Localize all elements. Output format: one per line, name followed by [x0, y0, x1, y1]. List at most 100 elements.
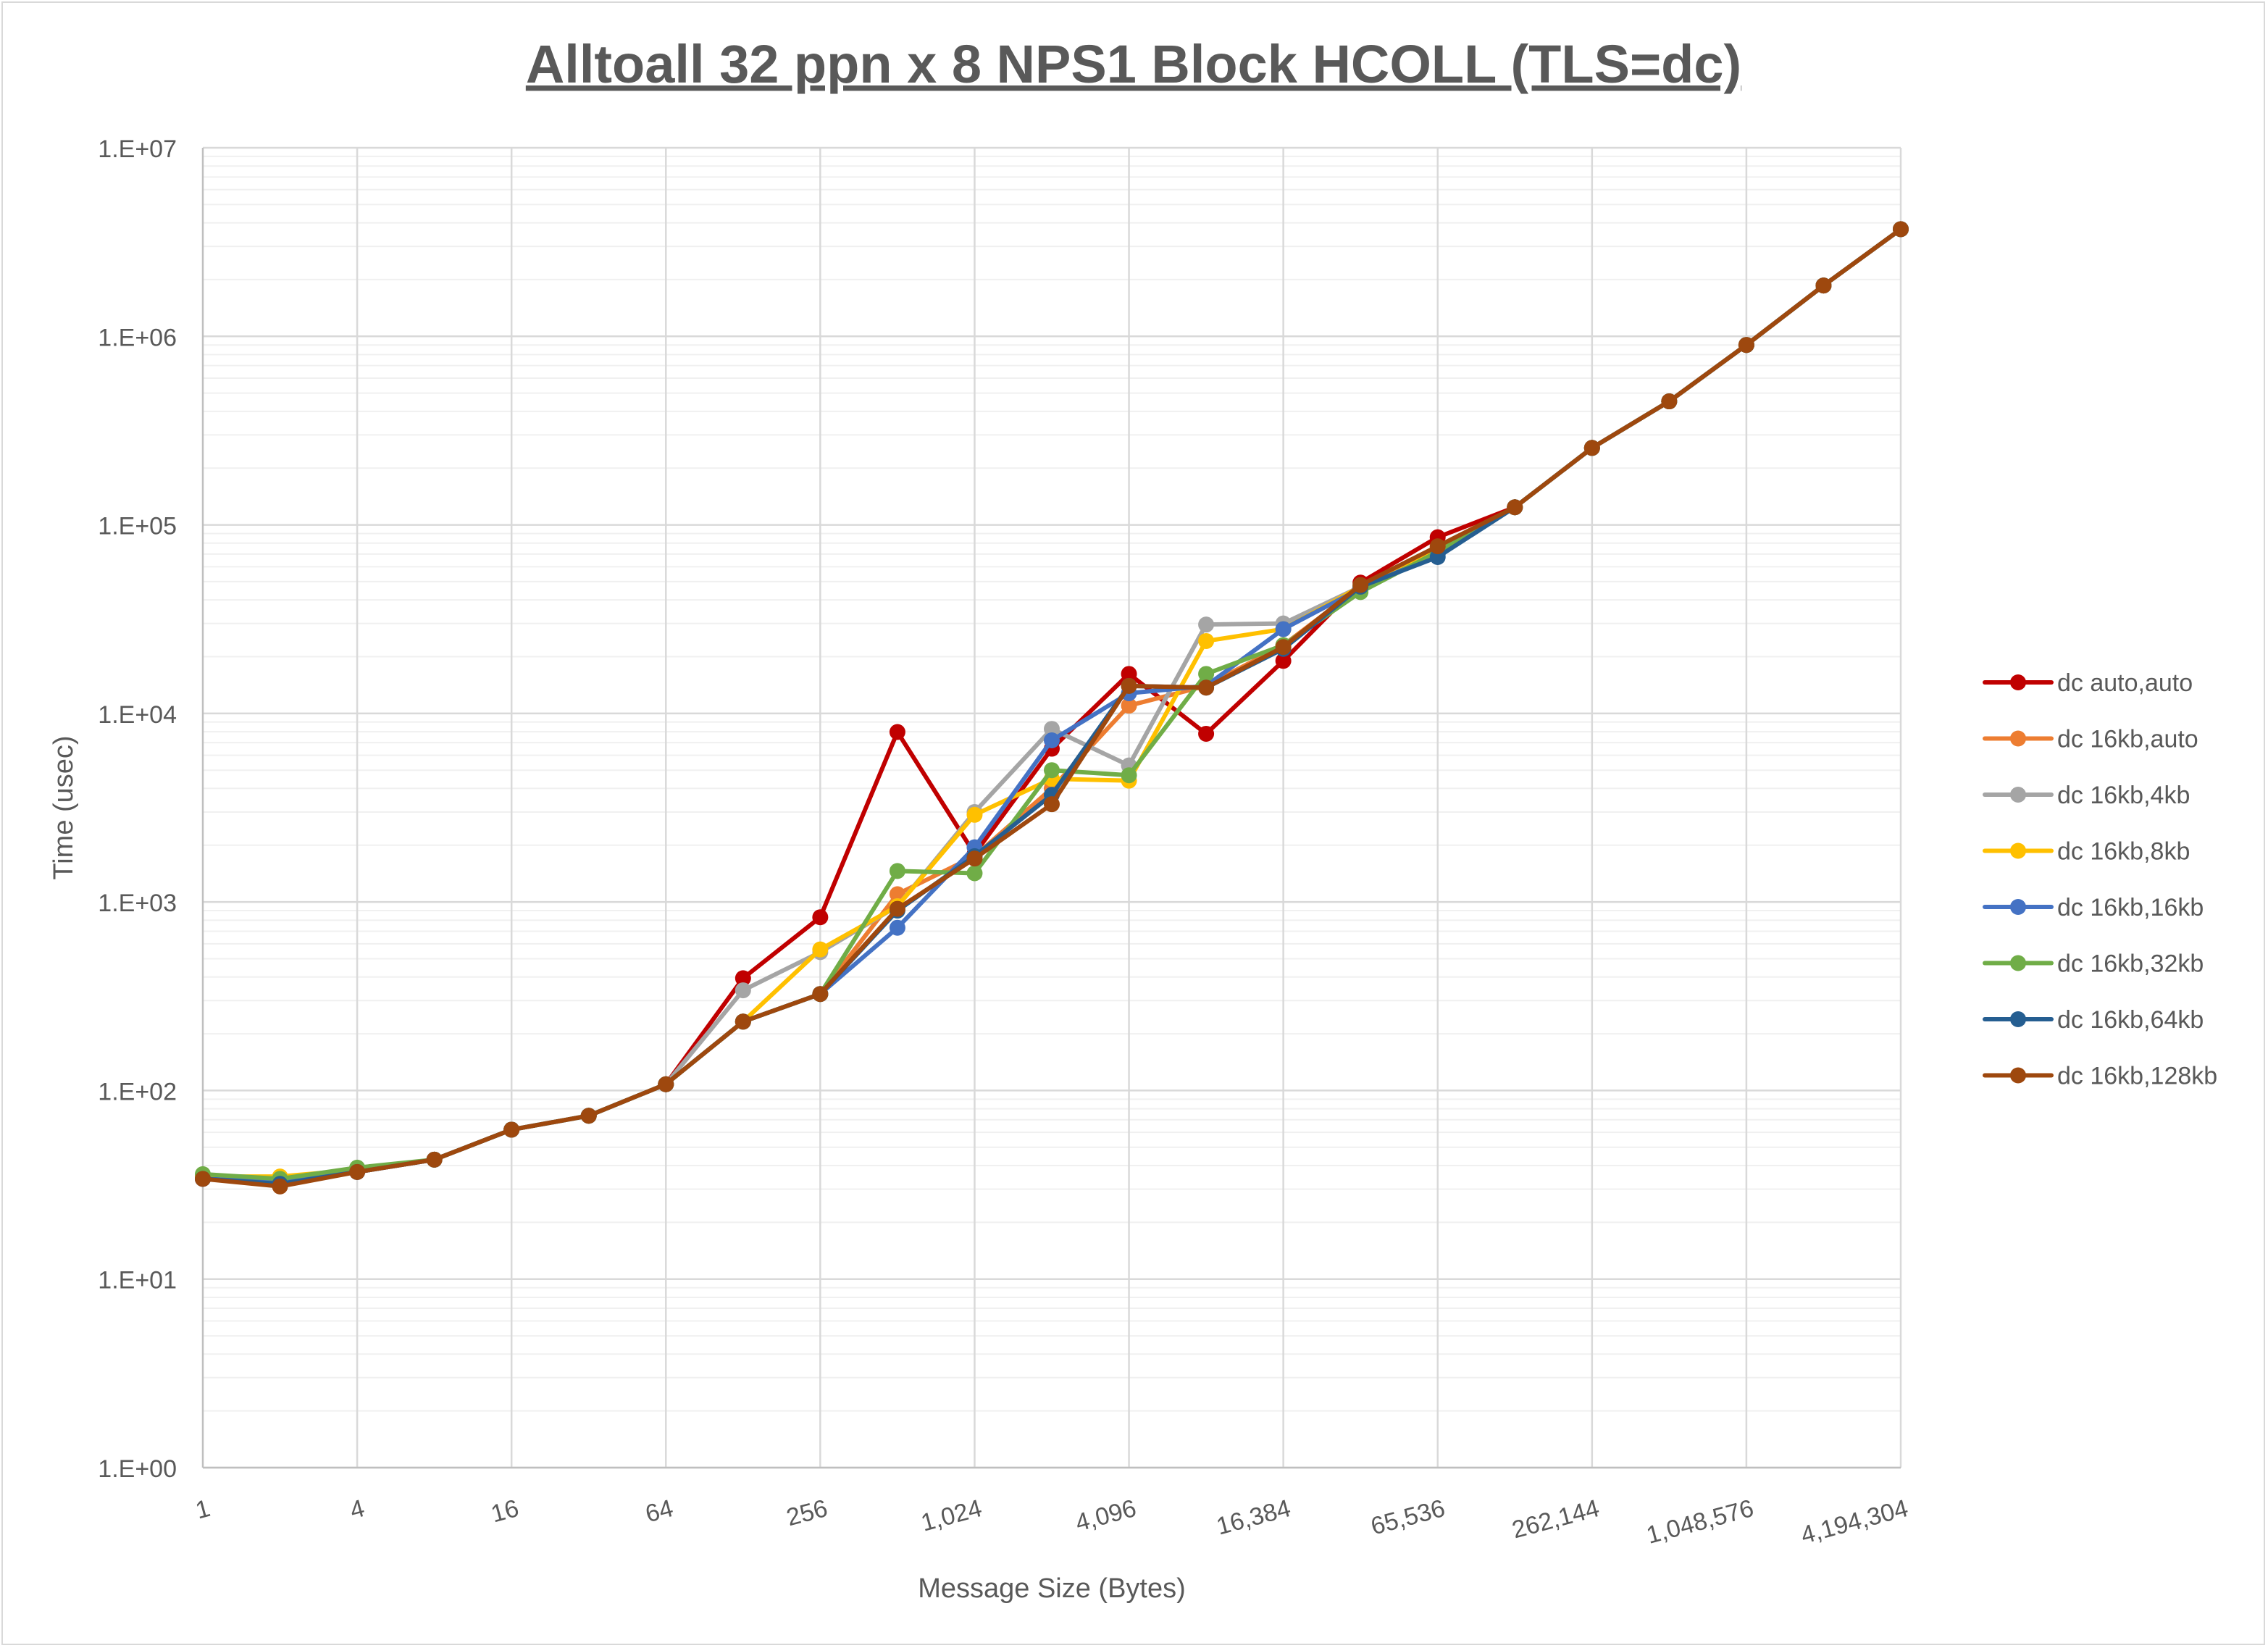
y-tick-label: 1.E+05 [98, 513, 177, 540]
y-tick-label: 1.E+02 [98, 1078, 177, 1105]
series-line [202, 227, 1902, 1187]
x-tick-label: 65,536 [1368, 1494, 1448, 1541]
series-line [202, 227, 1902, 1184]
x-tick-label: 16,384 [1213, 1494, 1293, 1541]
y-axis-label: Time (usec) [49, 735, 79, 879]
x-tick-label: 1,048,576 [1644, 1494, 1757, 1549]
series-dc-16kb-16kb [195, 221, 1909, 1189]
legend-swatch-marker [2010, 787, 2026, 803]
data-point [1044, 796, 1060, 813]
series-dc-16kb-64kb [195, 221, 1909, 1192]
data-point [966, 850, 983, 867]
legend-item: dc 16kb,64kb [1983, 1006, 2204, 1034]
legend-swatch-marker [2010, 1011, 2026, 1027]
legend-label: dc 16kb,16kb [2057, 894, 2204, 921]
legend: dc auto,auto dc 16kb,auto dc 16kb,4kb dc 16… [1983, 669, 2217, 1090]
series-line [202, 227, 1902, 1184]
data-point [812, 909, 829, 926]
series-dc-16kb-128kb [195, 221, 1909, 1195]
series-line [202, 227, 1902, 1184]
data-point [735, 970, 751, 987]
legend-item: dc 16kb,16kb [1983, 894, 2204, 921]
legend-swatch-marker [2010, 674, 2026, 690]
data-point [1583, 440, 1600, 456]
data-point [1121, 666, 1137, 682]
x-tick-label: 4 [347, 1494, 367, 1525]
data-point [1044, 762, 1060, 779]
data-point [889, 724, 905, 740]
data-point [1121, 698, 1137, 714]
legend-swatch-marker [2010, 955, 2026, 971]
y-tick-label: 1.E+04 [98, 701, 177, 729]
x-tick-label: 4,096 [1073, 1494, 1139, 1537]
data-point [1198, 679, 1215, 696]
series-dc-16kb-4kb [195, 221, 1909, 1189]
data-point [1198, 632, 1215, 649]
series-line [202, 227, 1902, 1184]
legend-label: dc 16kb,8kb [2057, 838, 2190, 866]
x-tick-label: 4,194,304 [1798, 1494, 1911, 1549]
data-point [966, 865, 983, 882]
legend-label: dc 16kb,auto [2057, 726, 2198, 753]
data-point [1198, 725, 1215, 742]
legend-label: dc 16kb,32kb [2057, 950, 2204, 978]
legend-label: dc 16kb,128kb [2057, 1063, 2217, 1090]
x-tick-label: 262,144 [1509, 1494, 1602, 1544]
data-point [735, 982, 751, 999]
data-point [349, 1163, 366, 1180]
data-point [1352, 577, 1369, 593]
data-point [195, 1171, 211, 1187]
legend-item: dc 16kb,32kb [1983, 950, 2204, 978]
series-dc-auto-auto [195, 221, 1909, 1189]
gridlines [203, 146, 1902, 1469]
x-tick-label: 1 [193, 1494, 213, 1525]
data-point [1044, 721, 1060, 737]
data-point [1198, 616, 1215, 633]
series-line [202, 227, 1902, 1189]
data-point [1121, 767, 1137, 784]
data-point [1893, 221, 1909, 238]
y-tick-label: 1.E+06 [98, 324, 177, 351]
legend-label: dc 16kb,4kb [2057, 782, 2190, 809]
data-point [889, 863, 905, 879]
data-point [812, 941, 829, 958]
legend-label: dc auto,auto [2057, 669, 2193, 697]
series-dc-16kb-auto [195, 221, 1909, 1189]
legend-swatch-marker [2010, 899, 2026, 915]
data-point [812, 986, 829, 1003]
data-point [1815, 277, 1832, 294]
data-point [889, 900, 905, 917]
legend-label: dc 16kb,64kb [2057, 1006, 2204, 1034]
data-point [966, 806, 983, 823]
legend-item: dc 16kb,8kb [1983, 838, 2190, 866]
data-point [735, 1013, 751, 1030]
data-point [889, 919, 905, 936]
legend-item: dc 16kb,4kb [1983, 782, 2190, 809]
legend-item: dc auto,auto [1983, 669, 2193, 697]
x-tick-label: 64 [643, 1494, 676, 1528]
data-point [1429, 538, 1446, 555]
data-point [1507, 499, 1523, 516]
legend-item: dc 16kb,128kb [1983, 1063, 2217, 1090]
data-point [658, 1076, 674, 1092]
data-point [1121, 677, 1137, 694]
series-group [195, 221, 1909, 1195]
y-tick-label: 1.E+03 [98, 890, 177, 917]
data-point [1275, 621, 1292, 637]
chart-title: Alltoall 32 ppn x 8 NPS1 Block HCOLL (TL… [526, 34, 1741, 94]
legend-swatch-marker [2010, 1067, 2026, 1084]
data-point [426, 1151, 443, 1168]
data-point [1738, 337, 1754, 354]
data-point [1198, 666, 1215, 682]
data-point [580, 1108, 597, 1124]
series-line [202, 227, 1902, 1181]
data-point [272, 1178, 288, 1195]
data-point [503, 1121, 520, 1138]
legend-item: dc 16kb,auto [1983, 726, 2198, 753]
legend-swatch-marker [2010, 842, 2026, 859]
x-axis-label: Message Size (Bytes) [918, 1573, 1186, 1604]
x-tick-label: 16 [488, 1494, 522, 1528]
x-tick-label: 256 [784, 1494, 831, 1531]
data-point [1044, 732, 1060, 748]
data-point [1275, 653, 1292, 669]
